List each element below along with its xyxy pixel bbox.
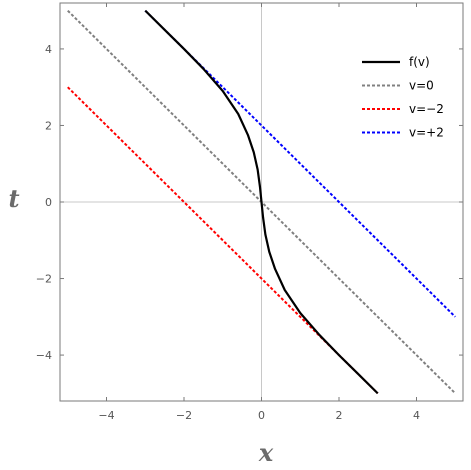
axis-ticks: −4 −2 0 2 4 −4 −2 0 2 4	[36, 3, 463, 422]
legend: f(v) v=0 v=−2 v=+2	[362, 55, 444, 140]
y-tick-label: 0	[45, 196, 52, 209]
legend-label-0: f(v)	[409, 55, 430, 69]
x-tick-label: 2	[336, 409, 343, 422]
x-tick-label: 0	[258, 409, 265, 422]
legend-label-3: v=+2	[409, 126, 444, 140]
y-tick-label: 4	[45, 43, 52, 56]
series-layer	[67, 9, 456, 395]
y-tick-label: −4	[36, 349, 52, 362]
series-line-0	[144, 9, 379, 395]
legend-label-2: v=−2	[409, 102, 444, 116]
y-tick-label: −2	[36, 273, 52, 286]
x-tick-label: −4	[98, 409, 114, 422]
x-tick-label: 4	[413, 409, 420, 422]
y-axis-label: t	[8, 184, 19, 213]
x-axis-label: x	[258, 438, 274, 467]
legend-label-1: v=0	[409, 79, 434, 93]
series-line-2	[67, 86, 379, 395]
x-tick-label: −2	[176, 409, 192, 422]
y-tick-label: 2	[45, 119, 52, 132]
